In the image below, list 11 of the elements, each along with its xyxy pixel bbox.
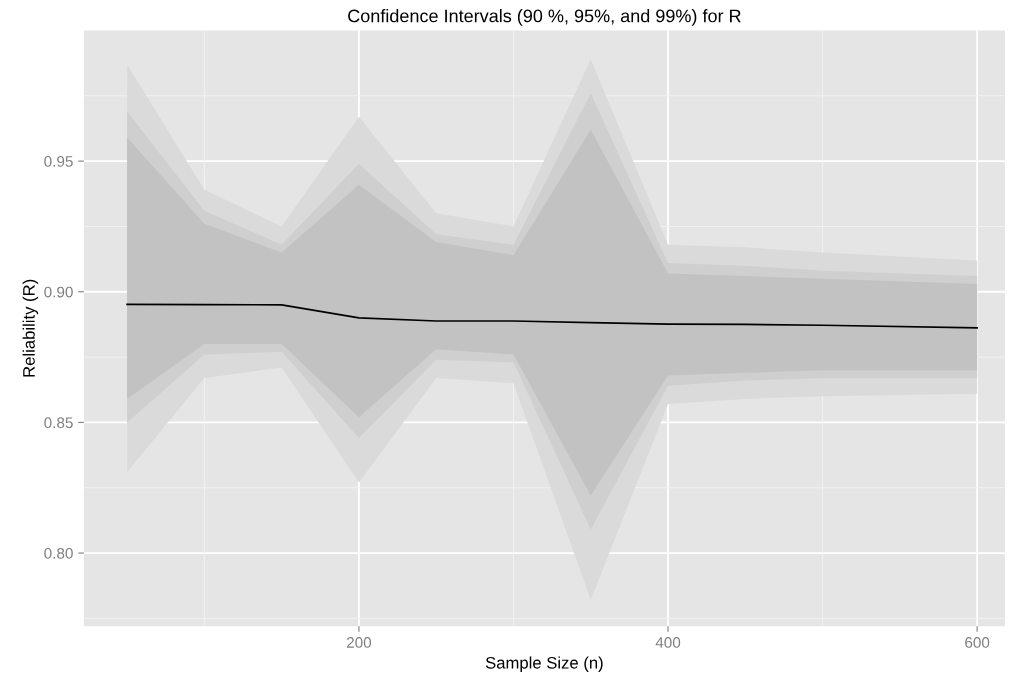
- y-axis-title: Reliability (R): [22, 279, 39, 377]
- y-tick-label: 0.80: [44, 547, 73, 559]
- x-tick-label: 600: [965, 637, 990, 648]
- line-series: [126, 303, 978, 329]
- y-tick-label: 0.95: [44, 155, 73, 167]
- x-tick-label: 400: [655, 637, 681, 648]
- chart-title: Confidence Intervals (90 %, 95%, and 99%) for R: [348, 9, 741, 26]
- y-tick-label: 0.90: [44, 286, 73, 298]
- x-axis-title: Sample Size (n): [485, 656, 603, 672]
- x-tick-label: 200: [346, 637, 372, 648]
- y-tick-label: 0.85: [44, 417, 73, 429]
